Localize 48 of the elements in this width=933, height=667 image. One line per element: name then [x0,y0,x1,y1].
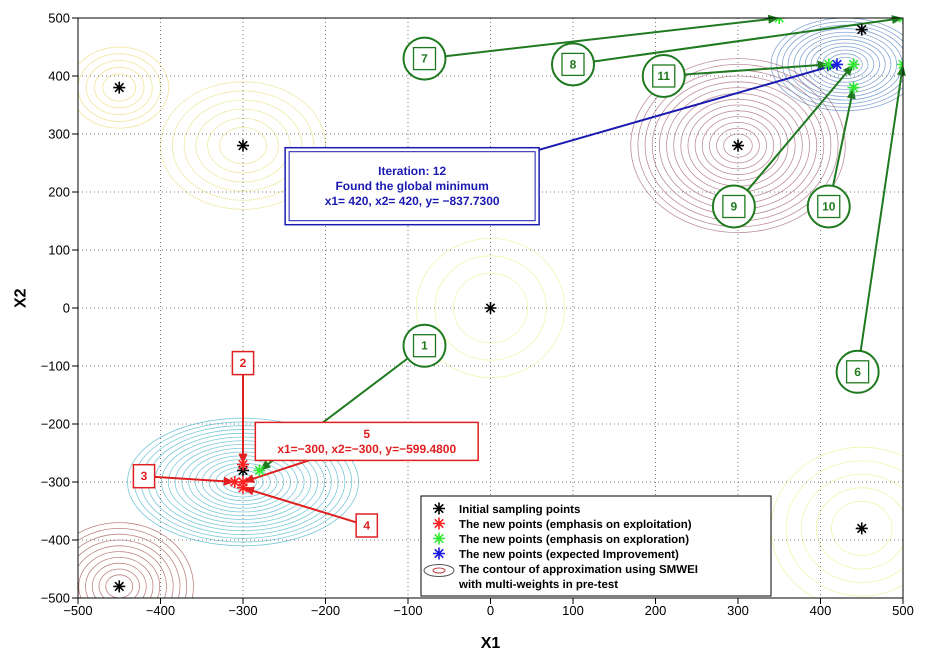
point [822,58,836,72]
annotation: 4 [363,518,370,532]
x-tick-label: 500 [892,603,914,618]
y-tick-label: −300 [40,474,70,490]
y-tick-label: 500 [48,10,70,26]
y-tick-label: 100 [48,242,70,258]
x-tick-label: 200 [644,603,666,618]
legend-label: The new points (emphasis on exploitation) [459,519,692,531]
x-tick-label: 400 [810,603,832,618]
annotation: 2 [240,356,247,370]
annotation: 11 [657,69,670,83]
x-tick-label: −400 [146,603,176,618]
y-tick-label: −500 [40,590,70,606]
annotation: Iteration: 12 Found the global minimum x1= 420, x2= 420, y= −837.7300 [324,164,500,208]
point [228,475,242,489]
y-tick-label: −200 [40,416,70,432]
annotation: 5 x1=−300, x2=−300, y=−599.4800 [277,426,456,456]
point [830,58,844,72]
point [846,58,860,72]
y-tick-label: −400 [40,532,70,548]
y-tick-label: 0 [62,300,70,316]
x-tick-label: −200 [310,603,340,618]
y-tick-label: −100 [40,358,70,374]
y-tick-label: 200 [48,184,70,200]
legend-label: The new points (emphasis on exploration) [459,534,690,546]
annotation: 10 [822,200,836,214]
point [236,458,250,472]
annotation: 3 [140,469,148,484]
annotation: 6 [854,364,862,379]
annotation: The contour of approximation using SMWEI with multi-weights in pre-test [458,564,698,591]
y-axis-title: X2 [12,288,30,308]
x-tick-label: 300 [727,603,749,618]
legend-label: Initial sampling points [459,504,580,516]
x-tick-label: −500 [63,603,93,618]
x-axis-title: X1 [480,635,500,652]
annotation: 8 [570,57,577,72]
legend-label: The new points (expected Improvement) [459,549,679,561]
x-tick-label: 0 [486,603,494,618]
annotation: 1 [421,338,428,353]
point [252,464,266,478]
point [846,80,860,94]
x-tick-label: 100 [562,603,584,618]
x-tick-label: −100 [393,603,423,618]
y-tick-label: 300 [48,126,70,142]
x-tick-label: −300 [228,603,258,618]
y-tick-label: 400 [48,68,70,84]
annotation: 9 [730,200,738,214]
annotation: 7 [421,52,428,66]
